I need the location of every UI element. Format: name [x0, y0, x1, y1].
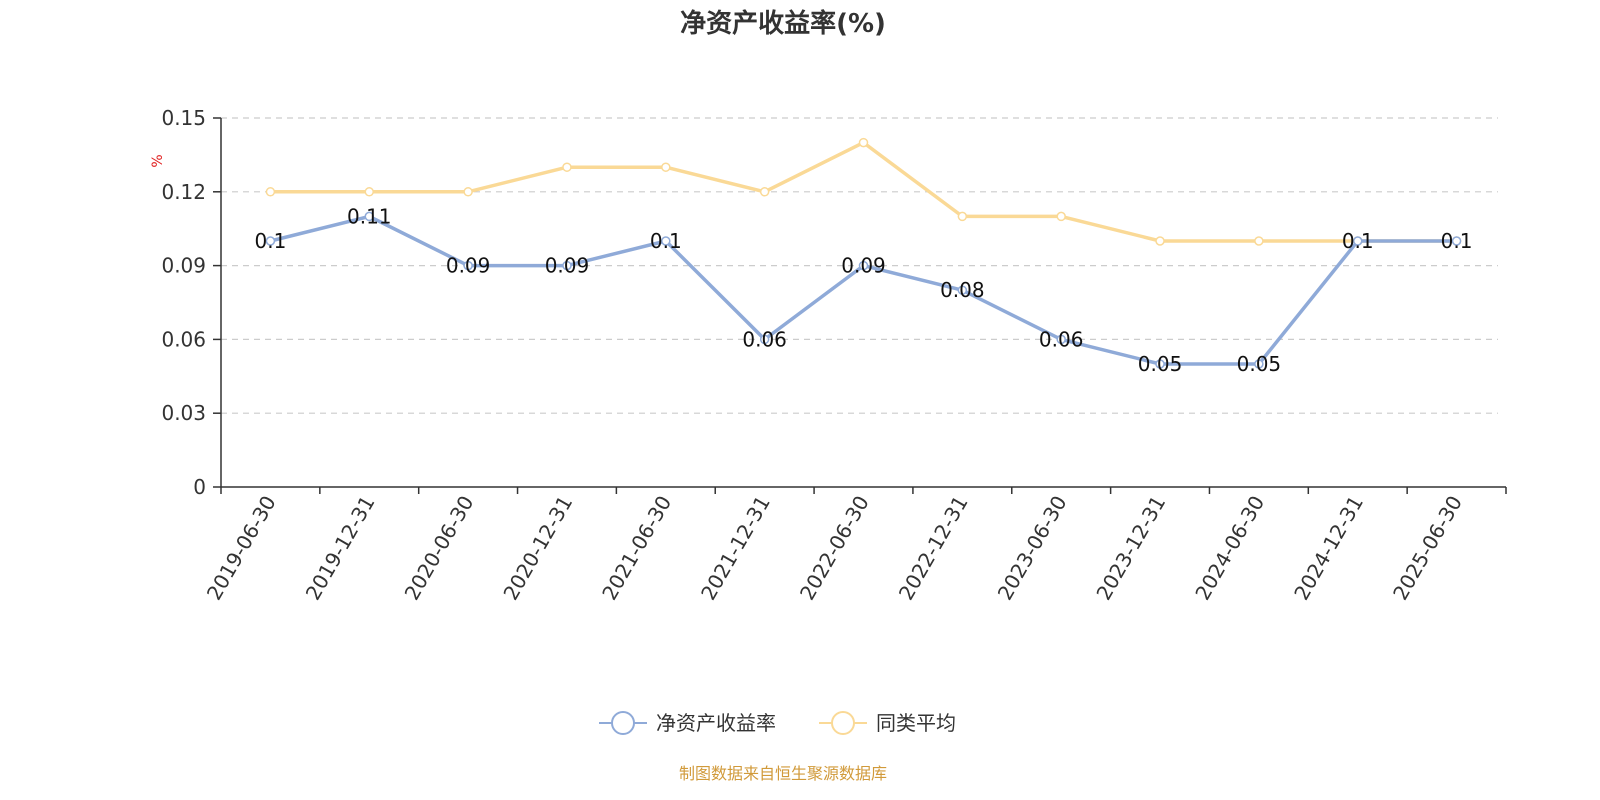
y-axis-unit-label: % — [150, 154, 166, 167]
y-tick-label: 0 — [193, 475, 206, 499]
x-tick-label: 2024-12-31 — [1289, 492, 1368, 605]
data-label: 0.1 — [255, 229, 287, 253]
series-1-point[interactable] — [858, 137, 869, 148]
data-label: 0.06 — [742, 327, 787, 351]
data-label: 0.09 — [545, 254, 590, 278]
series-0-point[interactable] — [562, 260, 572, 271]
x-tick-label: 2021-06-30 — [597, 492, 676, 605]
series-1-point[interactable] — [265, 187, 276, 197]
series-0-point[interactable] — [759, 334, 770, 345]
data-label: 0.1 — [650, 229, 682, 253]
series-layer — [265, 137, 1462, 369]
series-0-point[interactable] — [463, 260, 473, 271]
data-label: 0.09 — [446, 254, 491, 278]
data-label: 0.06 — [1039, 327, 1084, 351]
legend[interactable]: 净资产收益率 同类平均 — [599, 711, 956, 735]
x-tick-label: 2020-12-31 — [498, 492, 577, 605]
series-0-point[interactable] — [661, 236, 671, 246]
series-1-point[interactable] — [1155, 236, 1165, 246]
series-0-point[interactable] — [364, 211, 375, 222]
y-tick-label: 0.03 — [161, 401, 206, 425]
series-0-point[interactable] — [265, 236, 276, 246]
x-tick-label: 2020-06-30 — [400, 491, 479, 604]
data-label: 0.05 — [1138, 352, 1183, 376]
series-0-point[interactable] — [858, 260, 869, 271]
x-tick-label: 2023-12-31 — [1091, 492, 1170, 605]
x-tick-label: 2023-06-30 — [993, 492, 1072, 605]
legend-label-1[interactable]: 同类平均 — [876, 711, 956, 735]
series-1-point[interactable] — [364, 187, 375, 197]
data-label: 0.09 — [841, 254, 886, 278]
legend-label-0[interactable]: 净资产收益率 — [656, 711, 776, 735]
series-1-point[interactable] — [463, 187, 473, 197]
source-note: 制图数据来自恒生聚源数据库 — [679, 764, 887, 783]
data-label: 0.08 — [940, 278, 985, 302]
series-0-point[interactable] — [957, 285, 968, 295]
y-tick-label: 0.15 — [161, 106, 206, 130]
x-tick-label: 2021-12-31 — [696, 492, 775, 605]
y-tick-label: 0.09 — [161, 254, 206, 278]
series-1-point[interactable] — [1056, 211, 1066, 222]
y-tick-label: 0.12 — [161, 180, 206, 204]
series-line-0 — [270, 214, 1457, 366]
series-1-point[interactable] — [1254, 236, 1264, 246]
series-0-point[interactable] — [1056, 334, 1066, 345]
legend-marker-0 — [611, 711, 635, 735]
series-1-point[interactable] — [661, 162, 671, 172]
x-tick-label: 2019-12-31 — [301, 492, 380, 605]
legend-marker-1 — [831, 711, 855, 735]
x-tick-label: 2022-06-30 — [795, 492, 874, 605]
series-0-point[interactable] — [1254, 359, 1264, 369]
series-0-point[interactable] — [1352, 236, 1363, 246]
series-0-point[interactable] — [1155, 359, 1165, 369]
x-tick-label: 2022-12-31 — [894, 492, 973, 605]
x-tick-label: 2024-06-30 — [1190, 492, 1269, 605]
data-label: 0.11 — [347, 204, 392, 228]
series-0-point[interactable] — [1451, 236, 1462, 246]
data-label: 0.1 — [1441, 229, 1473, 253]
x-tick-label: 2019-06-30 — [202, 492, 281, 605]
series-1-point[interactable] — [759, 187, 770, 197]
series-1-point[interactable] — [957, 211, 968, 222]
x-tick-label: 2025-06-30 — [1388, 492, 1467, 605]
data-label: 0.1 — [1342, 229, 1374, 253]
axes: 0 0.03 0.06 0.09 0.12 0.15 2019-06-30 2019-12-3… — [161, 106, 1507, 605]
series-1-point[interactable] — [562, 162, 572, 172]
y-tick-label: 0.06 — [161, 327, 206, 351]
data-label: 0.05 — [1237, 352, 1282, 376]
data-labels: 0.1 0.11 0.09 0.09 0.1 0.06 0.09 0.08 0.06 0.05 0.… — [255, 204, 1473, 376]
chart-title: 净资产收益率(%) — [680, 8, 886, 39]
